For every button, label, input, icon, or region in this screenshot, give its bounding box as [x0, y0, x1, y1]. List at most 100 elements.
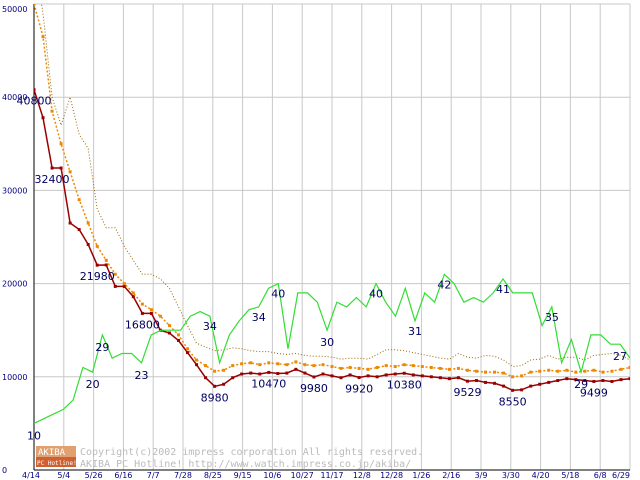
series-point-orange: [167, 324, 171, 328]
y-tick-label: 10000: [2, 373, 27, 382]
series-point-red: [447, 377, 451, 381]
series-point-orange: [231, 364, 235, 368]
data-label: 23: [134, 369, 148, 382]
axes: [33, 4, 630, 471]
series-point-red: [529, 384, 533, 388]
y-tick-label: 40000: [2, 93, 27, 102]
series-point-orange: [77, 198, 81, 202]
series-point-orange: [140, 302, 144, 306]
x-tick-label: 5/18: [561, 471, 579, 480]
data-label: 29: [574, 378, 588, 391]
series-point-orange: [267, 361, 271, 365]
series-point-orange: [393, 365, 397, 369]
series-point-orange: [556, 369, 560, 373]
x-tick-label: 10/6: [263, 471, 281, 480]
series-point-orange: [610, 369, 614, 373]
x-tick-label: 5/26: [85, 471, 103, 480]
y-axis-ticks: 0 10000 20000 30000 40000 50000: [2, 5, 27, 475]
copyright-line1: Copyright(c)2002 impress corporation All…: [80, 447, 423, 458]
series-point-orange: [601, 370, 605, 374]
series-point-orange: [240, 362, 244, 366]
data-label: 40: [369, 288, 383, 301]
data-label: 10380: [387, 378, 422, 391]
series-point-orange: [429, 365, 433, 369]
y-tick-label: 0: [2, 466, 7, 475]
series-point-orange: [131, 291, 135, 295]
x-tick-label: 12/8: [353, 471, 371, 480]
y-tick-label: 50000: [2, 5, 27, 14]
series-point-red: [628, 377, 630, 381]
series-point-red: [384, 373, 388, 377]
series-point-orange: [222, 368, 226, 372]
series-point-red: [50, 166, 54, 170]
series-point-red: [592, 379, 596, 383]
y-tick-label: 30000: [2, 186, 27, 195]
series-point-red: [285, 371, 289, 375]
series-point-orange: [276, 362, 280, 366]
data-label: 35: [545, 311, 559, 324]
series-point-red: [429, 375, 433, 379]
series-point-red: [195, 363, 199, 367]
series-point-orange: [339, 366, 343, 370]
series-point-red: [565, 377, 569, 381]
x-tick-label: 6/8: [594, 471, 607, 480]
logo-line2: PC Hotline!: [37, 460, 77, 467]
series-point-orange: [375, 365, 379, 369]
series-point-orange: [149, 308, 153, 312]
series-line-brown: [40, 4, 630, 368]
series-point-orange: [95, 244, 99, 248]
series-point-orange: [619, 367, 623, 371]
series-point-red: [276, 372, 280, 376]
series-point-orange: [411, 364, 415, 368]
series-point-red: [231, 376, 235, 380]
x-tick-label: 3/9: [475, 471, 488, 480]
x-tick-label: 11/17: [320, 471, 343, 480]
series-point-orange: [402, 363, 406, 367]
series-point-orange: [104, 258, 108, 262]
series-point-red: [176, 338, 180, 342]
series-point-red: [411, 373, 415, 377]
series-point-red: [321, 372, 325, 376]
series-point-orange: [68, 170, 72, 174]
series-point-red: [113, 284, 117, 288]
data-label: 30: [320, 336, 334, 349]
series-point-red: [77, 228, 81, 232]
data-label: 41: [496, 283, 510, 296]
series-point-red: [222, 382, 226, 386]
series-point-red: [348, 373, 352, 377]
series-point-red: [393, 372, 397, 376]
series-point-orange: [547, 368, 551, 372]
data-label: 9920: [345, 383, 373, 396]
series-point-orange: [420, 365, 424, 369]
x-tick-label: 7/7: [147, 471, 160, 480]
series-point-orange: [249, 361, 253, 365]
data-label: 31: [408, 325, 422, 338]
data-label: 9980: [300, 382, 328, 395]
series-point-red: [240, 372, 244, 376]
data-label: 29: [95, 341, 109, 354]
series-point-red: [538, 382, 542, 386]
x-tick-label: 2/16: [442, 471, 460, 480]
x-tick-label: 9/15: [234, 471, 252, 480]
series-point-red: [339, 376, 343, 380]
series-point-orange: [50, 109, 54, 113]
data-label: 9499: [580, 386, 608, 399]
data-label: 34: [203, 320, 217, 333]
series-point-orange: [258, 363, 262, 367]
series-point-red: [204, 376, 208, 380]
series-point-red: [249, 371, 253, 375]
series-point-orange: [294, 360, 298, 364]
series-point-red: [34, 88, 36, 92]
series-point-red: [41, 116, 45, 120]
data-label: 32400: [35, 173, 70, 186]
series-point-orange: [456, 366, 460, 370]
series-point-orange: [176, 333, 180, 337]
series-point-red: [402, 371, 406, 375]
data-label: 42: [437, 278, 451, 291]
y-tick-label: 20000: [2, 280, 27, 289]
series-point-orange: [59, 142, 63, 146]
series-point-red: [140, 311, 144, 315]
series-point-red: [68, 221, 72, 225]
data-label: 16800: [125, 318, 160, 331]
data-label: 8980: [201, 391, 229, 404]
